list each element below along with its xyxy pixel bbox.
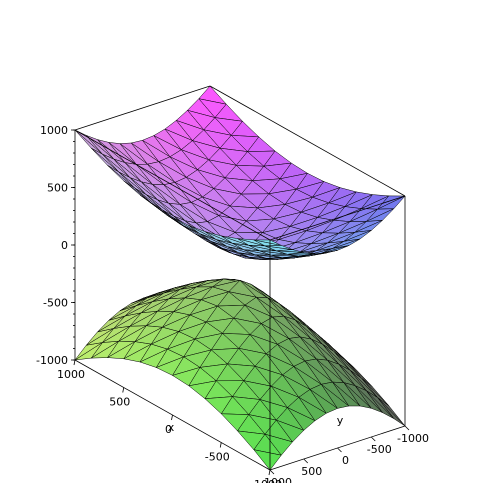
surface-facet bbox=[298, 397, 327, 421]
z-tick-label: 500 bbox=[47, 182, 68, 195]
tick-labels: 10005000-500-100010005000-500-1000-1000-… bbox=[36, 124, 429, 483]
surface-facet bbox=[287, 252, 316, 255]
tick-mark bbox=[269, 469, 275, 475]
surface-facet bbox=[309, 389, 338, 414]
tick-marks bbox=[71, 129, 410, 476]
z-tick-label: 1000 bbox=[40, 124, 68, 137]
x-tick-label: 0 bbox=[165, 423, 172, 436]
tick-mark bbox=[122, 387, 125, 393]
x-tick-label: -1000 bbox=[250, 478, 282, 483]
frame-edge bbox=[74, 85, 211, 131]
y-tick-label: 0 bbox=[342, 454, 349, 467]
tick-mark bbox=[219, 442, 222, 448]
surface-facet bbox=[276, 249, 305, 253]
tick-mark bbox=[404, 425, 410, 431]
y-axis-label: y bbox=[337, 414, 344, 427]
tick-mark bbox=[171, 414, 173, 421]
tick-mark bbox=[370, 436, 376, 442]
surface-upper bbox=[74, 85, 406, 260]
surface-lower bbox=[74, 278, 406, 471]
y-tick-label: 500 bbox=[301, 465, 322, 478]
frame-edge bbox=[209, 85, 406, 197]
x-tick-label: 1000 bbox=[57, 368, 85, 381]
frame-edge bbox=[74, 129, 271, 241]
surface-facet bbox=[321, 384, 350, 409]
surface-facet bbox=[287, 407, 316, 431]
bounding-box bbox=[74, 85, 406, 471]
z-tick-label: -1000 bbox=[36, 354, 68, 367]
surface-facet bbox=[253, 239, 282, 246]
y-tick-label: -1000 bbox=[397, 432, 429, 445]
tick-mark bbox=[337, 447, 342, 453]
tick-mark bbox=[303, 458, 309, 464]
surface-facet bbox=[276, 419, 305, 443]
y-tick-label: 1000 bbox=[264, 476, 292, 483]
surface-facet bbox=[264, 245, 293, 250]
x-axis-label: x bbox=[168, 421, 175, 434]
surfaces-group bbox=[74, 85, 406, 471]
surface-facet bbox=[298, 252, 327, 257]
z-tick-label: 0 bbox=[61, 239, 68, 252]
tick-mark bbox=[268, 469, 271, 476]
frame-edge bbox=[269, 195, 406, 241]
y-tick-label: -500 bbox=[367, 443, 392, 456]
surface-facet bbox=[253, 449, 282, 471]
surface-facet bbox=[264, 433, 293, 456]
x-tick-label: 500 bbox=[109, 396, 130, 409]
x-tick-label: -500 bbox=[205, 451, 230, 464]
z-tick-label: -500 bbox=[43, 297, 68, 310]
tick-mark bbox=[73, 359, 76, 366]
